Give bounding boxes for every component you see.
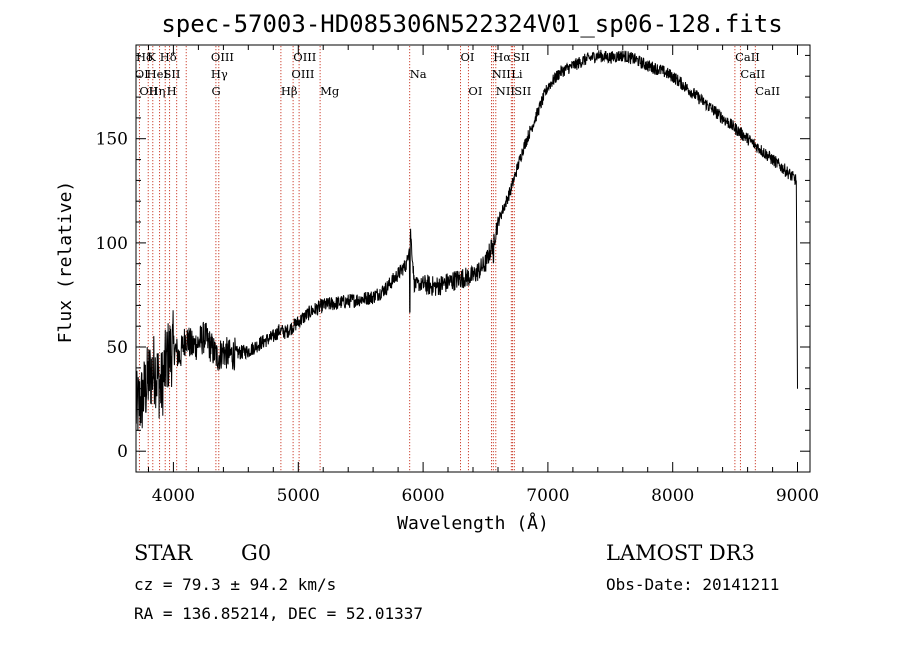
line-label-25: NII — [496, 84, 515, 98]
y-tick-label-100: 100 — [96, 234, 128, 254]
line-label-24: OI — [468, 84, 482, 98]
coordinates-readout: RA = 136.85214, DEC = 52.01337 — [134, 604, 423, 623]
line-label-1: K — [147, 50, 156, 64]
x-tick-label-5000: 5000 — [277, 486, 320, 506]
y-tick-label-0: 0 — [117, 442, 128, 462]
line-label-17: CaII — [740, 67, 765, 81]
x-axis-label: Wavelength (Å) — [397, 512, 549, 534]
line-label-13: OIII — [291, 67, 314, 81]
object-subclass: G0 — [241, 541, 271, 565]
spectrum-line — [135, 49, 798, 431]
line-label-12: Hγ — [211, 67, 228, 81]
line-label-0: Hδ — [136, 50, 153, 64]
line-label-23: Mg — [320, 84, 340, 98]
x-tick-label-4000: 4000 — [152, 486, 195, 506]
line-label-27: CaII — [755, 84, 780, 98]
line-label-8: CaII — [735, 50, 760, 64]
y-tick-label-150: 150 — [96, 130, 128, 150]
y-tick-label-50: 50 — [106, 338, 128, 358]
observation-date: Obs-Date: 20141211 — [606, 575, 779, 594]
x-tick-label-9000: 9000 — [776, 486, 819, 506]
x-tick-label-6000: 6000 — [401, 486, 444, 506]
line-label-15: NII — [492, 67, 511, 81]
line-label-20: H — [167, 84, 177, 98]
plot-frame — [135, 44, 811, 473]
y-axis-label: Flux (relative) — [55, 181, 76, 344]
line-label-2: Hδ — [160, 50, 177, 64]
chart-title: spec-57003-HD085306N522324V01_sp06-128.f… — [161, 10, 782, 38]
line-label-4: OIII — [293, 50, 316, 64]
line-label-11: SII — [164, 67, 181, 81]
line-label-10: HeI — [147, 67, 168, 81]
object-class: STAR — [134, 541, 193, 565]
axis-tick-labels: 4000 5000 6000 7000 8000 9000 0 50 100 150 — [96, 130, 820, 506]
survey-name: LAMOST DR3 — [606, 541, 755, 565]
line-label-9: OI — [135, 67, 149, 81]
line-label-3: OIII — [211, 50, 234, 64]
x-tick-label-8000: 8000 — [651, 486, 694, 506]
line-label-21: G — [212, 84, 221, 98]
line-label-26: SII — [514, 84, 531, 98]
x-tick-label-7000: 7000 — [526, 486, 569, 506]
axis-ticks — [136, 45, 810, 472]
spectrum-series — [135, 49, 798, 431]
redshift-readout: cz = 79.3 ± 94.2 km/s — [134, 575, 336, 594]
line-label-16: Li — [511, 67, 523, 81]
line-label-5: OI — [461, 50, 475, 64]
line-label-14: Na — [410, 67, 427, 81]
line-label-19: Hη — [149, 84, 166, 98]
line-label-22: Hβ — [281, 84, 298, 98]
line-label-18: OII — [139, 84, 158, 98]
line-label-7: SII — [513, 50, 530, 64]
line-label-6: Hα — [493, 50, 511, 64]
